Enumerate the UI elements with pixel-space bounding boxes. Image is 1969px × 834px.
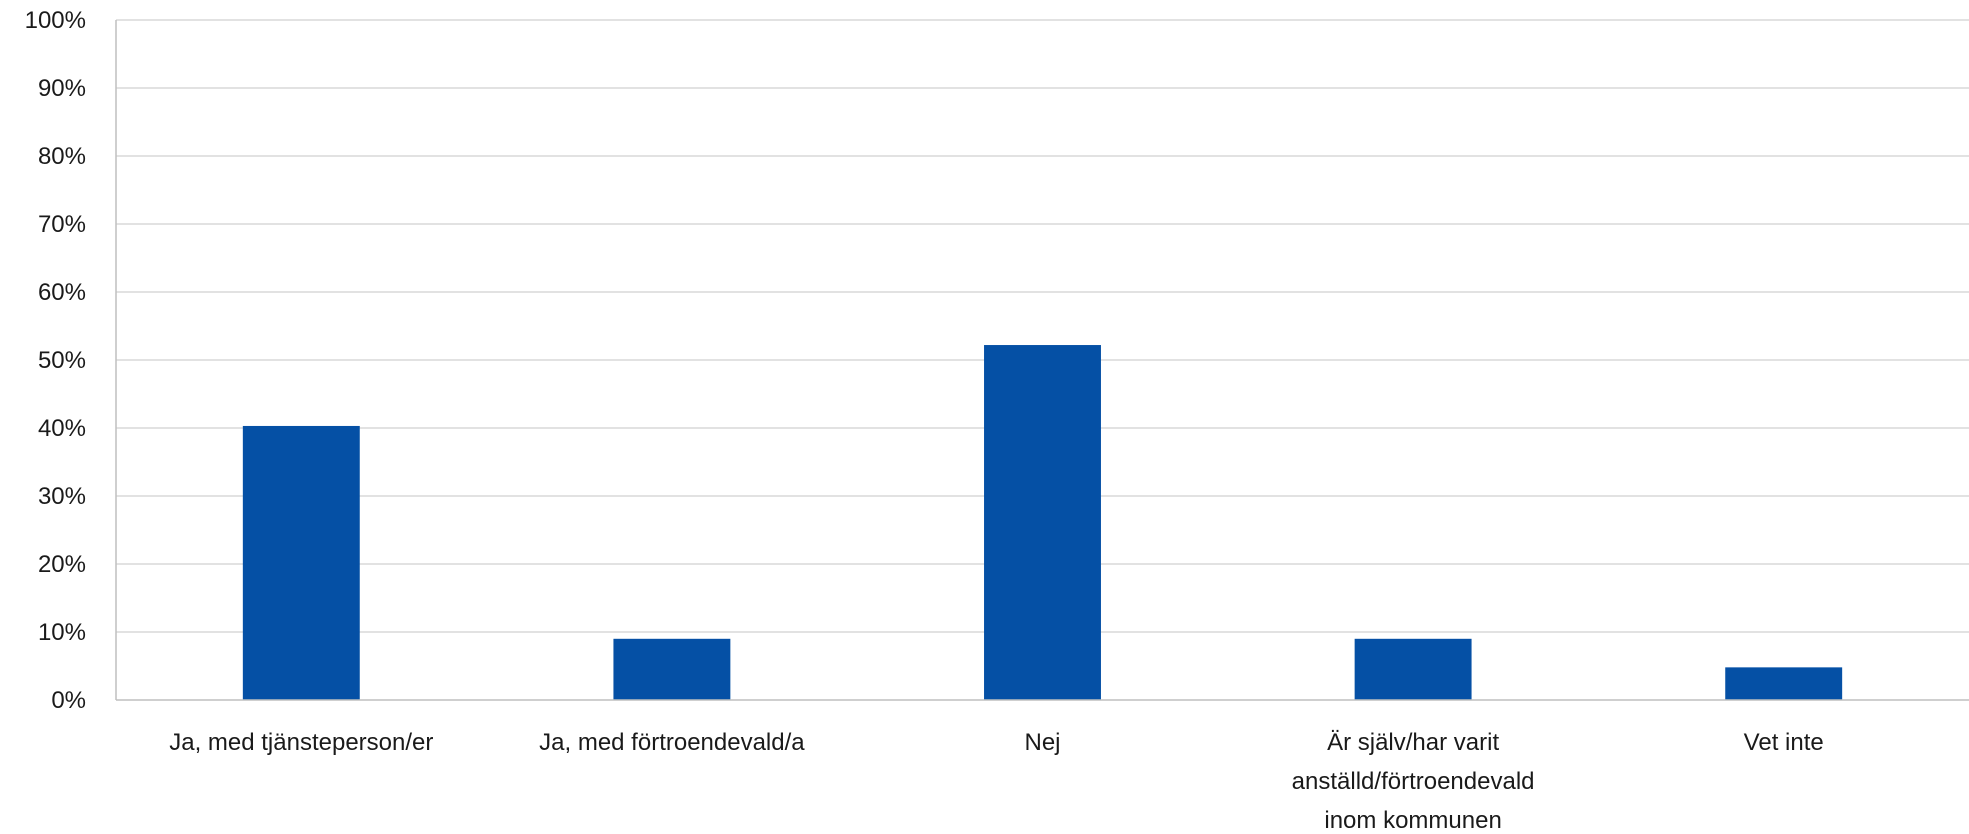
x-axis-labels: Ja, med tjänsteperson/er Ja, med förtroen… (169, 729, 1824, 834)
x-category-label: Ja, med förtroendevald/a (539, 729, 805, 756)
y-tick-label: 10% (38, 619, 86, 646)
y-tick-label: 30% (38, 483, 86, 510)
bar (613, 638, 731, 700)
y-tick-label: 80% (38, 143, 86, 170)
x-category-label: Nej (1024, 729, 1060, 756)
bar (242, 425, 360, 700)
y-axis-ticks: 0% 10% 20% 30% 40% 50% 60% 70% 80% 90% 100% (25, 7, 86, 714)
bar (1725, 667, 1843, 700)
y-tick-label: 20% (38, 551, 86, 578)
y-tick-label: 60% (38, 279, 86, 306)
y-tick-label: 100% (25, 7, 86, 34)
y-tick-label: 0% (51, 687, 86, 714)
y-tick-label: 90% (38, 75, 86, 102)
y-tick-label: 40% (38, 415, 86, 442)
y-tick-label: 70% (38, 211, 86, 238)
x-category-label: Är själv/har varit anställd/förtroendeval… (1292, 729, 1535, 834)
bars (242, 345, 1843, 700)
bar (1354, 638, 1472, 700)
x-category-label: Ja, med tjänsteperson/er (169, 729, 433, 756)
y-tick-label: 50% (38, 347, 86, 374)
bar (984, 345, 1101, 700)
x-category-label: Vet inte (1744, 729, 1824, 756)
